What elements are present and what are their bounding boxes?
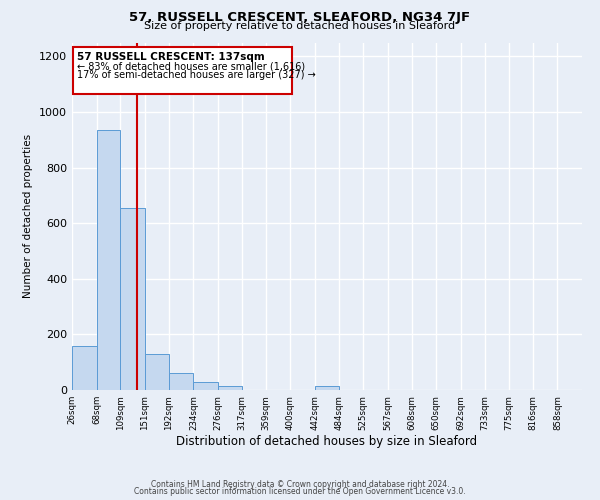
Y-axis label: Number of detached properties: Number of detached properties [23, 134, 34, 298]
Text: Contains public sector information licensed under the Open Government Licence v3: Contains public sector information licen… [134, 487, 466, 496]
Bar [72, 346, 97, 390]
Bar [193, 382, 218, 390]
Bar [218, 386, 242, 390]
Bar [97, 130, 121, 390]
X-axis label: Distribution of detached houses by size in Sleaford: Distribution of detached houses by size … [176, 436, 478, 448]
Text: 57, RUSSELL CRESCENT, SLEAFORD, NG34 7JF: 57, RUSSELL CRESCENT, SLEAFORD, NG34 7JF [130, 11, 470, 24]
Text: Contains HM Land Registry data © Crown copyright and database right 2024.: Contains HM Land Registry data © Crown c… [151, 480, 449, 489]
Text: 17% of semi-detached houses are larger (327) →: 17% of semi-detached houses are larger (… [77, 70, 316, 81]
Bar [145, 354, 169, 390]
Text: ← 83% of detached houses are smaller (1,616): ← 83% of detached houses are smaller (1,… [77, 61, 305, 71]
Bar [121, 208, 145, 390]
Text: 57 RUSSELL CRESCENT: 137sqm: 57 RUSSELL CRESCENT: 137sqm [77, 52, 265, 62]
Text: Size of property relative to detached houses in Sleaford: Size of property relative to detached ho… [145, 21, 455, 31]
Bar [169, 373, 193, 390]
FancyBboxPatch shape [73, 46, 292, 94]
Bar [315, 386, 339, 390]
